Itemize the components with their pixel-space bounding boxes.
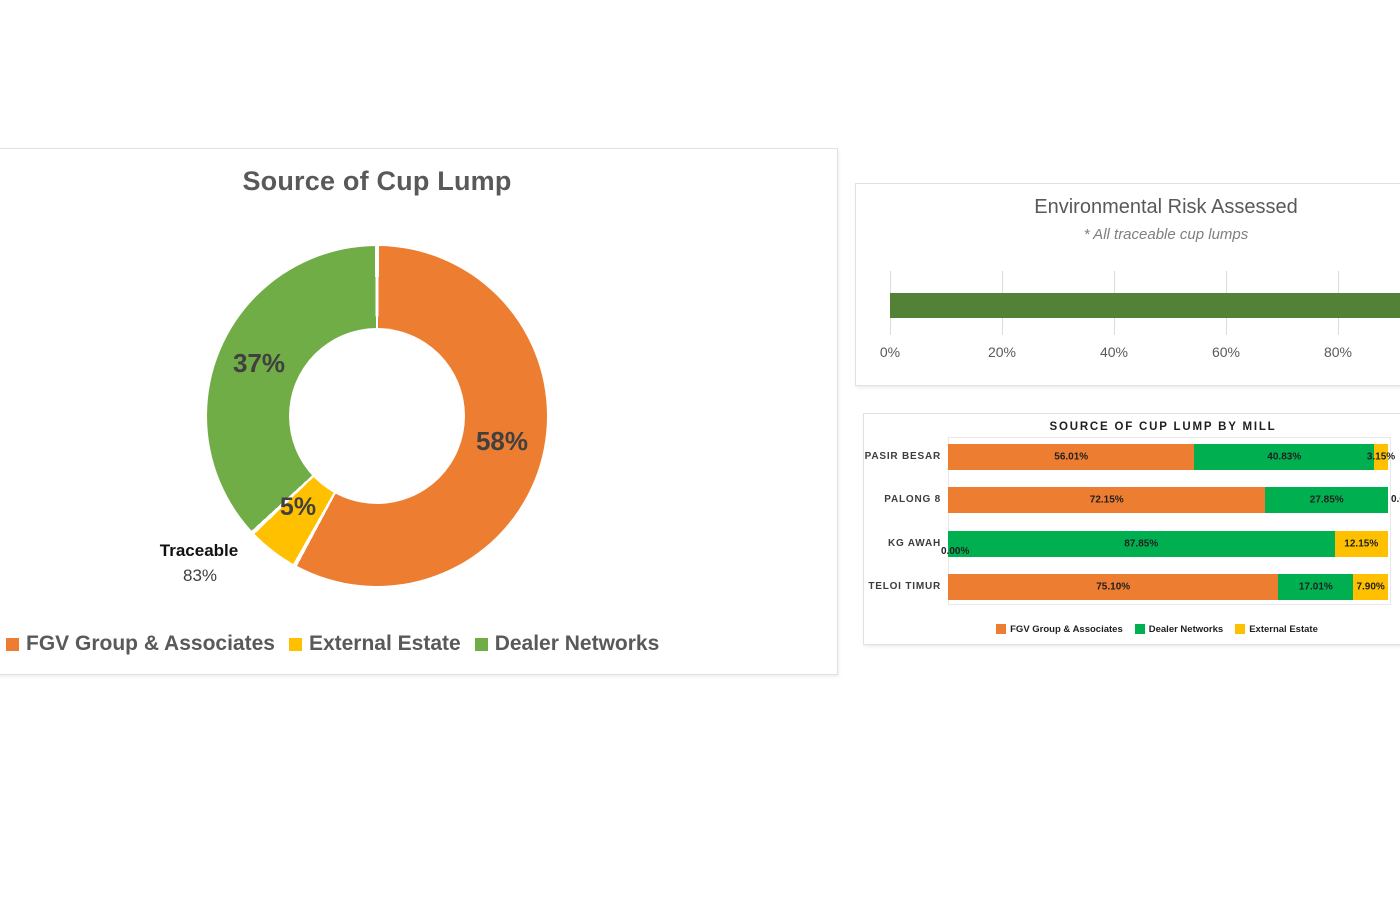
category-label-kg-awah: KG AWAH	[887, 538, 941, 549]
bar-segment-dealer: 87.85%	[948, 531, 1335, 557]
legend-swatch-orange	[996, 624, 1007, 634]
category-label-palong-8: PALONG 8	[884, 494, 941, 505]
donut-legend: FGV Group & Associates External Estate D…	[6, 632, 830, 656]
legend-label: External Estate	[1249, 623, 1318, 635]
donut-chart-title: Source of Cup Lump	[242, 166, 512, 196]
bar-segment-label: 75.10%	[1096, 581, 1131, 593]
bar-segment-external: 3.15%	[1367, 444, 1395, 470]
donut-hole	[289, 328, 465, 504]
legend-swatch-green	[474, 637, 488, 651]
bar-segment-fgv: 75.10%	[948, 574, 1279, 600]
risk-tick-60: 60%	[1211, 344, 1241, 360]
legend-label: Dealer Networks	[1148, 623, 1224, 635]
bar-segment-dealer: 27.85%	[1265, 487, 1388, 513]
donut-callout-value: 83%	[182, 566, 218, 585]
risk-chart-card	[855, 183, 1400, 386]
legend-item: External Estate	[288, 632, 461, 656]
donut-label-fgv: 58%	[475, 426, 529, 456]
legend-item: FGV Group & Associates	[6, 632, 275, 656]
bar-segment-label: 87.85%	[1124, 538, 1159, 550]
donut-chart	[207, 246, 547, 586]
risk-bar	[890, 293, 1400, 318]
bar-row-teloi-timur: 75.10% 17.01% 7.90%	[948, 574, 1388, 600]
legend-item: Dealer Networks	[1134, 623, 1224, 635]
bar-segment-dealer: 17.01%	[1278, 574, 1354, 600]
category-label-pasir-besar: PASIR BESAR	[864, 451, 941, 462]
bar-segment-label: 3.15%	[1366, 451, 1396, 463]
bar-segment-label: 17.01%	[1298, 581, 1333, 593]
bar-outside-label-palong8-external: 0.00%	[1391, 494, 1400, 505]
risk-chart-subtitle: * All traceable cup lumps	[1083, 226, 1249, 243]
legend-item: FGV Group & Associates	[996, 624, 1123, 635]
risk-chart-title: Environmental Risk Assessed	[1034, 196, 1298, 218]
legend-swatch-orange	[6, 637, 19, 651]
bar-segment-fgv: 72.15%	[948, 487, 1266, 513]
bar-segment-label: 72.15%	[1089, 494, 1124, 506]
bar-segment-label: 12.15%	[1344, 538, 1379, 550]
legend-item: External Estate	[1235, 624, 1318, 635]
bar-segment-label: 27.85%	[1309, 494, 1344, 506]
legend-label: FGV Group & Associates	[1010, 623, 1123, 635]
bar-row-palong-8: 72.15% 27.85%	[948, 487, 1388, 513]
bar-row-kg-awah: 87.85% 12.15%	[948, 531, 1388, 557]
legend-swatch-yellow	[1235, 624, 1246, 634]
bar-segment-external: 12.15%	[1334, 531, 1388, 557]
legend-label: FGV Group & Associates	[26, 632, 275, 655]
risk-tick-0: 0%	[879, 344, 901, 360]
bar-outside-label-kgawah-fgv: 0.00%	[941, 546, 970, 557]
donut-callout-title: Traceable	[159, 541, 239, 560]
mill-plot-area	[948, 437, 1391, 605]
legend-label: Dealer Networks	[494, 632, 660, 655]
bar-segment-fgv: 56.01%	[948, 444, 1195, 470]
mill-legend: FGV Group & Associates Dealer Networks E…	[863, 620, 1400, 638]
bar-segment-dealer: 40.83%	[1194, 444, 1375, 470]
mill-chart-title: SOURCE OF CUP LUMP BY MILL	[1049, 421, 1277, 433]
bar-segment-label: 7.90%	[1356, 581, 1385, 593]
category-label-teloi-timur: TELOI TIMUR	[868, 581, 941, 592]
risk-tick-20: 20%	[987, 344, 1017, 360]
legend-swatch-green	[1134, 624, 1145, 634]
bar-segment-label: 40.83%	[1267, 451, 1302, 463]
donut-label-dealer: 37%	[232, 348, 286, 378]
bar-segment-external: 7.90%	[1353, 574, 1388, 600]
bar-row-pasir-besar: 56.01% 40.83% 3.15%	[948, 444, 1395, 470]
risk-tick-80: 80%	[1323, 344, 1353, 360]
legend-item: Dealer Networks	[474, 632, 660, 656]
bar-segment-label: 56.01%	[1054, 451, 1089, 463]
legend-swatch-yellow	[288, 637, 302, 651]
legend-label: External Estate	[308, 632, 461, 655]
risk-tick-40: 40%	[1099, 344, 1129, 360]
donut-label-external: 5%	[279, 493, 317, 521]
